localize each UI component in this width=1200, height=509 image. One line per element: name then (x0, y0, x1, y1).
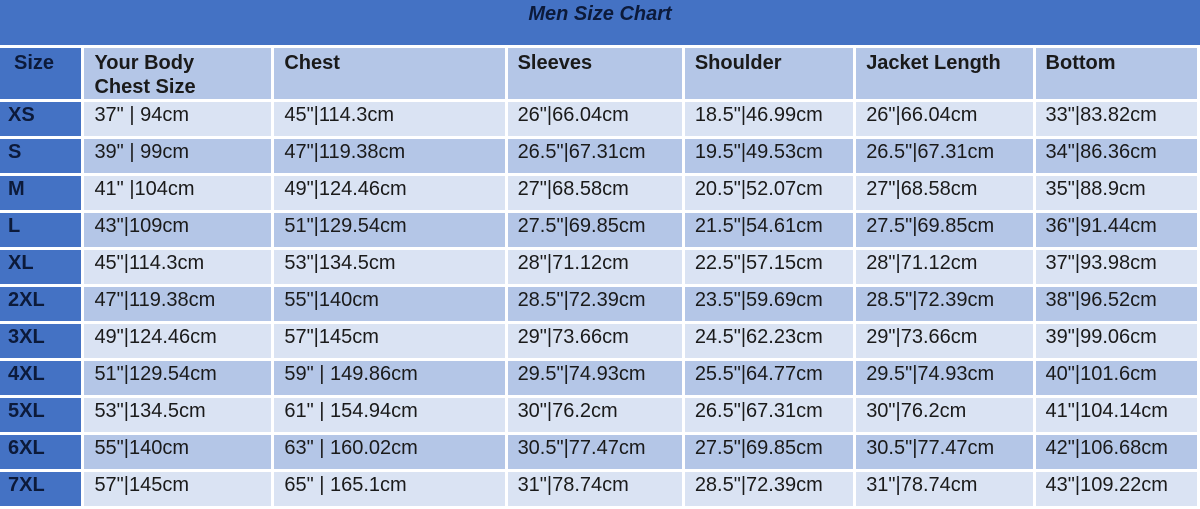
table-cell: 29"|73.66cm (856, 324, 1033, 358)
table-cell: 22.5"|57.15cm (684, 250, 854, 284)
table-cell: 27.5"|69.85cm (507, 213, 682, 247)
table-cell: 26.5"|67.31cm (684, 398, 854, 432)
table-cell: 47"|119.38cm (274, 139, 505, 173)
header-row: Size Your Body Chest Size Chest Sleeves Shoul… (0, 48, 1197, 99)
table-cell: 28.5"|72.39cm (856, 287, 1033, 321)
table-cell: 65" | 165.1cm (274, 472, 505, 506)
table-row: XL 45"|114.3cm 53"|134.5cm 28"|71.12cm 22.5"… (0, 250, 1197, 284)
table-cell: 24.5"|62.23cm (684, 324, 854, 358)
table-cell: 31"|78.74cm (856, 472, 1033, 506)
table-cell: 37" | 94cm (84, 102, 272, 136)
table-cell: 30.5"|77.47cm (856, 435, 1033, 469)
table-cell: 29.5"|74.93cm (856, 361, 1033, 395)
table-cell: 43"|109cm (84, 213, 272, 247)
table-cell: 41"|104.14cm (1035, 398, 1197, 432)
table-cell: 43"|109.22cm (1035, 472, 1197, 506)
table-cell: 42"|106.68cm (1035, 435, 1197, 469)
table-cell: 61" | 154.94cm (274, 398, 505, 432)
table-row: S 39" | 99cm 47"|119.38cm 26.5"|67.31cm 19.5… (0, 139, 1197, 173)
table-cell: 63" | 160.02cm (274, 435, 505, 469)
table-cell: 57"|145cm (274, 324, 505, 358)
table-cell: 21.5"|54.61cm (684, 213, 854, 247)
table-cell: 45"|114.3cm (84, 250, 272, 284)
table-cell: 26"|66.04cm (507, 102, 682, 136)
table-cell: 37"|93.98cm (1035, 250, 1197, 284)
table-cell: 30"|76.2cm (856, 398, 1033, 432)
table-row: 5XL 53"|134.5cm 61" | 154.94cm 30"|76.2cm 26… (0, 398, 1197, 432)
size-label-cell: 7XL (0, 472, 82, 506)
table-row: XS 37" | 94cm 45"|114.3cm 26"|66.04cm 18.5"|… (0, 102, 1197, 136)
table-row: 7XL 57"|145cm 65" | 165.1cm 31"|78.74cm 28.5… (0, 472, 1197, 506)
table-cell: 26"|66.04cm (856, 102, 1033, 136)
table-cell: 28"|71.12cm (507, 250, 682, 284)
table-cell: 27.5"|69.85cm (856, 213, 1033, 247)
table-cell: 18.5"|46.99cm (684, 102, 854, 136)
column-header: Chest (274, 48, 505, 99)
table-cell: 34"|86.36cm (1035, 139, 1197, 173)
column-header: Your Body Chest Size (84, 48, 272, 99)
table-cell: 25.5"|64.77cm (684, 361, 854, 395)
table-cell: 51"|129.54cm (274, 213, 505, 247)
table-title-bar: Men Size Chart (0, 0, 1200, 45)
table-cell: 59" | 149.86cm (274, 361, 505, 395)
table-row: 3XL 49"|124.46cm 57"|145cm 29"|73.66cm 24.5"… (0, 324, 1197, 358)
column-header: Jacket Length (856, 48, 1033, 99)
table-cell: 41" |104cm (84, 176, 272, 210)
column-header: Shoulder (684, 48, 854, 99)
table-cell: 57"|145cm (84, 472, 272, 506)
table-cell: 28.5"|72.39cm (684, 472, 854, 506)
table-cell: 30"|76.2cm (507, 398, 682, 432)
table-cell: 20.5"|52.07cm (684, 176, 854, 210)
table-cell: 23.5"|59.69cm (684, 287, 854, 321)
table-cell: 26.5"|67.31cm (856, 139, 1033, 173)
table-cell: 49"|124.46cm (274, 176, 505, 210)
size-label-cell: S (0, 139, 82, 173)
table-row: 6XL 55"|140cm 63" | 160.02cm 30.5"|77.47cm 2… (0, 435, 1197, 469)
table-cell: 28"|71.12cm (856, 250, 1033, 284)
table-cell: 55"|140cm (274, 287, 505, 321)
table-cell: 38"|96.52cm (1035, 287, 1197, 321)
table-cell: 49"|124.46cm (84, 324, 272, 358)
table-row: 4XL 51"|129.54cm 59" | 149.86cm 29.5"|74.93… (0, 361, 1197, 395)
size-label-cell: XS (0, 102, 82, 136)
column-header: Size (0, 48, 82, 99)
size-label-cell: 6XL (0, 435, 82, 469)
table-row: L 43"|109cm 51"|129.54cm 27.5"|69.85cm 21.5"… (0, 213, 1197, 247)
table-cell: 55"|140cm (84, 435, 272, 469)
table-row: 2XL 47"|119.38cm 55"|140cm 28.5"|72.39cm 23.… (0, 287, 1197, 321)
table-cell: 36"|91.44cm (1035, 213, 1197, 247)
table-cell: 30.5"|77.47cm (507, 435, 682, 469)
table-cell: 31"|78.74cm (507, 472, 682, 506)
table-cell: 29"|73.66cm (507, 324, 682, 358)
column-header: Sleeves (507, 48, 682, 99)
size-label-cell: 2XL (0, 287, 82, 321)
table-cell: 53"|134.5cm (274, 250, 505, 284)
size-label-cell: XL (0, 250, 82, 284)
size-label-cell: L (0, 213, 82, 247)
table-cell: 33"|83.82cm (1035, 102, 1197, 136)
table-cell: 39"|99.06cm (1035, 324, 1197, 358)
table-cell: 27"|68.58cm (856, 176, 1033, 210)
table-cell: 51"|129.54cm (84, 361, 272, 395)
size-chart-table: Size Your Body Chest Size Chest Sleeves Shoul… (0, 45, 1200, 509)
table-cell: 27.5"|69.85cm (684, 435, 854, 469)
table-cell: 26.5"|67.31cm (507, 139, 682, 173)
table-cell: 27"|68.58cm (507, 176, 682, 210)
table-cell: 45"|114.3cm (274, 102, 505, 136)
table-cell: 39" | 99cm (84, 139, 272, 173)
table-cell: 19.5"|49.53cm (684, 139, 854, 173)
size-label-cell: M (0, 176, 82, 210)
column-header: Bottom (1035, 48, 1197, 99)
size-label-cell: 3XL (0, 324, 82, 358)
table-cell: 28.5"|72.39cm (507, 287, 682, 321)
size-label-cell: 4XL (0, 361, 82, 395)
table-row: M 41" |104cm 49"|124.46cm 27"|68.58cm 20.5"|… (0, 176, 1197, 210)
table-cell: 40"|101.6cm (1035, 361, 1197, 395)
size-label-cell: 5XL (0, 398, 82, 432)
table-cell: 53"|134.5cm (84, 398, 272, 432)
table-cell: 29.5"|74.93cm (507, 361, 682, 395)
table-title: Men Size Chart (528, 3, 672, 25)
table-cell: 47"|119.38cm (84, 287, 272, 321)
table-cell: 35"|88.9cm (1035, 176, 1197, 210)
